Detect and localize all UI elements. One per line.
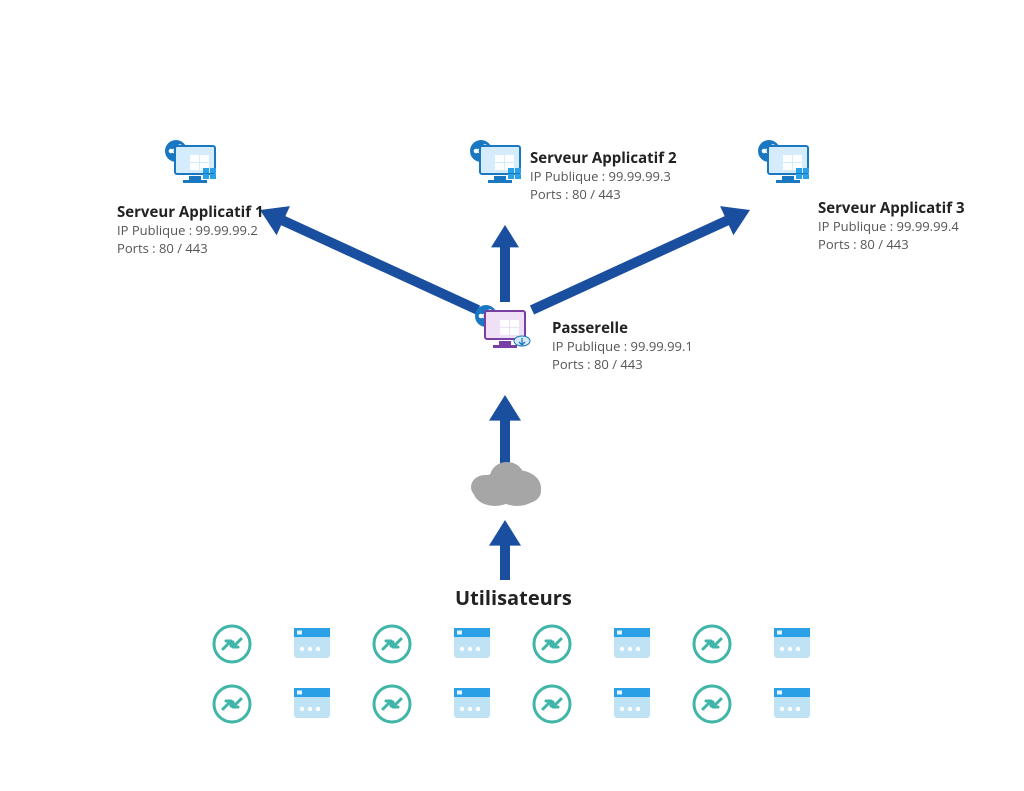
user-rdp-icon [690, 622, 734, 671]
user-rdp-icon [370, 682, 414, 731]
user-browser-icon [770, 622, 814, 671]
server-2-icon [470, 140, 534, 201]
server-1-ports: Ports : 80 / 443 [117, 240, 264, 258]
user-rdp-icon [690, 682, 734, 731]
server-3-node: Serveur Applicatif 3 IP Publique : 99.99… [818, 198, 965, 253]
server-2-ports: Ports : 80 / 443 [530, 186, 677, 204]
user-browser-icon [290, 682, 334, 731]
user-rdp-icon [370, 622, 414, 671]
gateway-title: Passerelle [552, 318, 693, 338]
gateway-icon [475, 305, 539, 366]
user-rdp-icon [530, 682, 574, 731]
server-1-node: Serveur Applicatif 1 IP Publique : 99.99… [117, 202, 264, 257]
server-1-ip: IP Publique : 99.99.99.2 [117, 222, 264, 240]
user-browser-icon [290, 622, 334, 671]
user-browser-icon [770, 682, 814, 731]
user-rdp-icon [210, 682, 254, 731]
server-1-icon [165, 140, 229, 201]
gateway-node: Passerelle IP Publique : 99.99.99.1 Port… [552, 318, 693, 373]
cloud-icon [465, 455, 545, 515]
user-browser-icon [610, 622, 654, 671]
server-2-title: Serveur Applicatif 2 [530, 148, 677, 168]
server-2-ip: IP Publique : 99.99.99.3 [530, 168, 677, 186]
diagram-canvas: Passerelle IP Publique : 99.99.99.1 Port… [0, 0, 1024, 791]
user-browser-icon [610, 682, 654, 731]
user-browser-icon [450, 622, 494, 671]
user-browser-icon [450, 682, 494, 731]
server-3-ip: IP Publique : 99.99.99.4 [818, 218, 965, 236]
server-3-title: Serveur Applicatif 3 [818, 198, 965, 218]
server-3-ports: Ports : 80 / 443 [818, 236, 965, 254]
users-label: Utilisateurs [455, 584, 572, 611]
server-1-title: Serveur Applicatif 1 [117, 202, 264, 222]
user-rdp-icon [210, 622, 254, 671]
server-2-node: Serveur Applicatif 2 IP Publique : 99.99… [530, 148, 677, 203]
gateway-ip: IP Publique : 99.99.99.1 [552, 338, 693, 356]
user-rdp-icon [530, 622, 574, 671]
arrows-layer [0, 0, 1024, 791]
gateway-ports: Ports : 80 / 443 [552, 356, 693, 374]
server-3-icon [758, 140, 822, 201]
